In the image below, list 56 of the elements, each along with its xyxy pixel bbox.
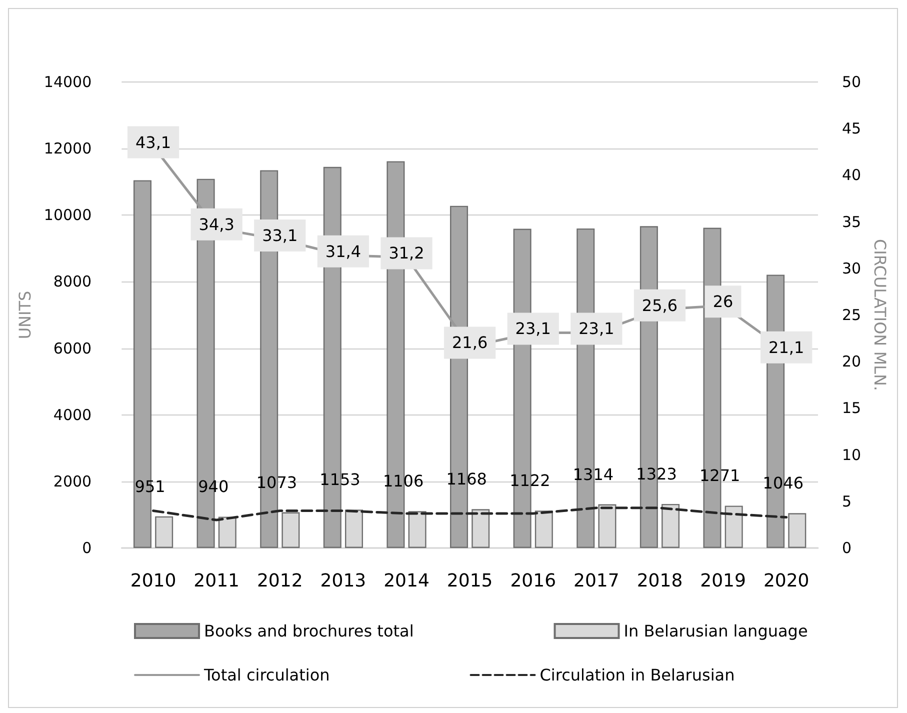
y-tick-label: 12000 — [44, 140, 92, 158]
data-label: 23,1 — [578, 319, 614, 338]
x-tick-label: 2016 — [510, 570, 556, 592]
data-label: 31,4 — [325, 242, 362, 261]
x-tick-label: 2017 — [574, 570, 620, 592]
y2-tick-label: 5 — [842, 492, 852, 510]
x-tick-label: 2013 — [320, 570, 366, 592]
x-tick-label: 2019 — [700, 570, 746, 592]
legend-label: Total circulation — [203, 666, 330, 684]
y2-tick-label: 30 — [842, 259, 862, 278]
legend-label: Circulation in Belarusian — [540, 666, 735, 684]
data-label: 1106 — [382, 472, 424, 491]
data-label: 43,1 — [135, 132, 172, 152]
x-tick-label: 2020 — [763, 570, 810, 592]
data-label: 33,1 — [262, 226, 298, 246]
y-tick-label: 6000 — [53, 339, 92, 358]
data-label: 1153 — [320, 470, 360, 490]
data-label: 34,3 — [198, 214, 234, 234]
x-tick-label: 2015 — [446, 570, 493, 592]
y-tick-label: 2000 — [53, 472, 92, 490]
x-tick-label: 2012 — [256, 570, 303, 592]
y-tick-label: 0 — [82, 539, 92, 557]
data-label: 21,1 — [768, 338, 804, 357]
y2-tick-label: 45 — [842, 120, 862, 138]
y2-tick-label: 0 — [842, 539, 852, 557]
y2-tick-label: 35 — [842, 212, 862, 231]
y-tick-label: 8000 — [53, 272, 92, 291]
y2-tick-label: 25 — [842, 306, 862, 324]
legend-label: In Belarusian language — [624, 622, 808, 640]
y2-axis-title: CIRCULATION MLN. — [870, 239, 890, 391]
y2-tick-label: 10 — [842, 446, 862, 464]
data-label: 26 — [712, 292, 734, 312]
y-axis-title: UNITS — [16, 290, 34, 340]
y-tick-label: 14000 — [44, 73, 92, 91]
data-label: 31,2 — [388, 244, 424, 263]
y2-tick-label: 40 — [842, 166, 862, 184]
data-label: 1122 — [510, 471, 550, 490]
data-label: 1168 — [446, 470, 487, 489]
data-label: 1046 — [762, 474, 804, 493]
x-tick-label: 2014 — [384, 570, 430, 592]
y-tick-label: 10000 — [44, 206, 92, 224]
x-tick-label: 2010 — [130, 570, 176, 592]
data-label: 1073 — [256, 472, 298, 492]
x-tick-label: 2011 — [194, 570, 240, 592]
data-label: 940 — [198, 477, 229, 496]
data-label: 951 — [134, 476, 166, 496]
x-tick-label: 2018 — [636, 570, 683, 592]
data-label: 21,6 — [452, 333, 488, 352]
y2-tick-label: 15 — [842, 399, 862, 418]
data-label: 23,1 — [515, 319, 551, 338]
data-label: 25,6 — [642, 296, 678, 315]
line-series — [152, 506, 788, 522]
legend-label: Books and brochures total — [204, 622, 414, 640]
y2-tick-label: 20 — [842, 352, 862, 371]
y-tick-label: 4000 — [53, 406, 92, 424]
y2-tick-label: 50 — [842, 73, 862, 91]
